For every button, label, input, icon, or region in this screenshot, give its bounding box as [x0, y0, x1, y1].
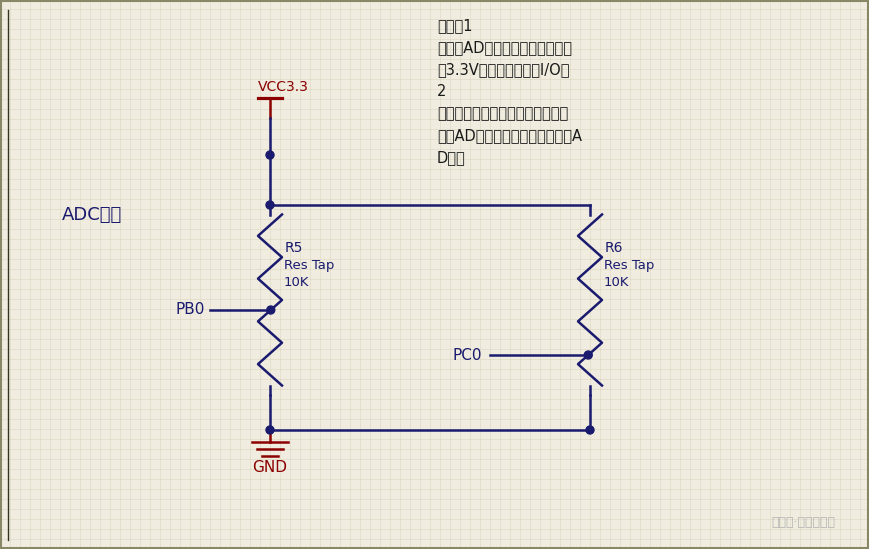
Text: 10K: 10K [284, 277, 309, 289]
Text: R6: R6 [605, 241, 623, 255]
Text: R5: R5 [285, 241, 303, 255]
Text: Res Tap: Res Tap [284, 260, 335, 272]
Text: 公众号·硬件攻城狮: 公众号·硬件攻城狮 [771, 517, 835, 529]
Text: PB0: PB0 [176, 302, 205, 317]
Text: 2: 2 [437, 84, 447, 99]
Circle shape [584, 351, 593, 359]
Text: 注意：1: 注意：1 [437, 18, 473, 33]
Text: 过3.3V，否则容易烧坏I/O口: 过3.3V，否则容易烧坏I/O口 [437, 62, 569, 77]
Circle shape [266, 151, 274, 159]
Text: GND: GND [253, 460, 288, 475]
Text: 这里的AD采样电压最大值不能超: 这里的AD采样电压最大值不能超 [437, 40, 572, 55]
Text: 10K: 10K [604, 277, 629, 289]
Circle shape [267, 306, 275, 314]
Text: ADC实验: ADC实验 [62, 206, 123, 224]
Text: Res Tap: Res Tap [604, 260, 654, 272]
Circle shape [586, 426, 594, 434]
Circle shape [266, 426, 274, 434]
Text: VCC3.3: VCC3.3 [258, 80, 308, 94]
Text: PC0: PC0 [453, 348, 482, 362]
Text: D采样: D采样 [437, 150, 466, 165]
Circle shape [266, 201, 274, 209]
Text: 个的AD采样，也可以完成双通道A: 个的AD采样，也可以完成双通道A [437, 128, 582, 143]
Text: 这里焊接了两个变阻器可以完成单: 这里焊接了两个变阻器可以完成单 [437, 106, 568, 121]
